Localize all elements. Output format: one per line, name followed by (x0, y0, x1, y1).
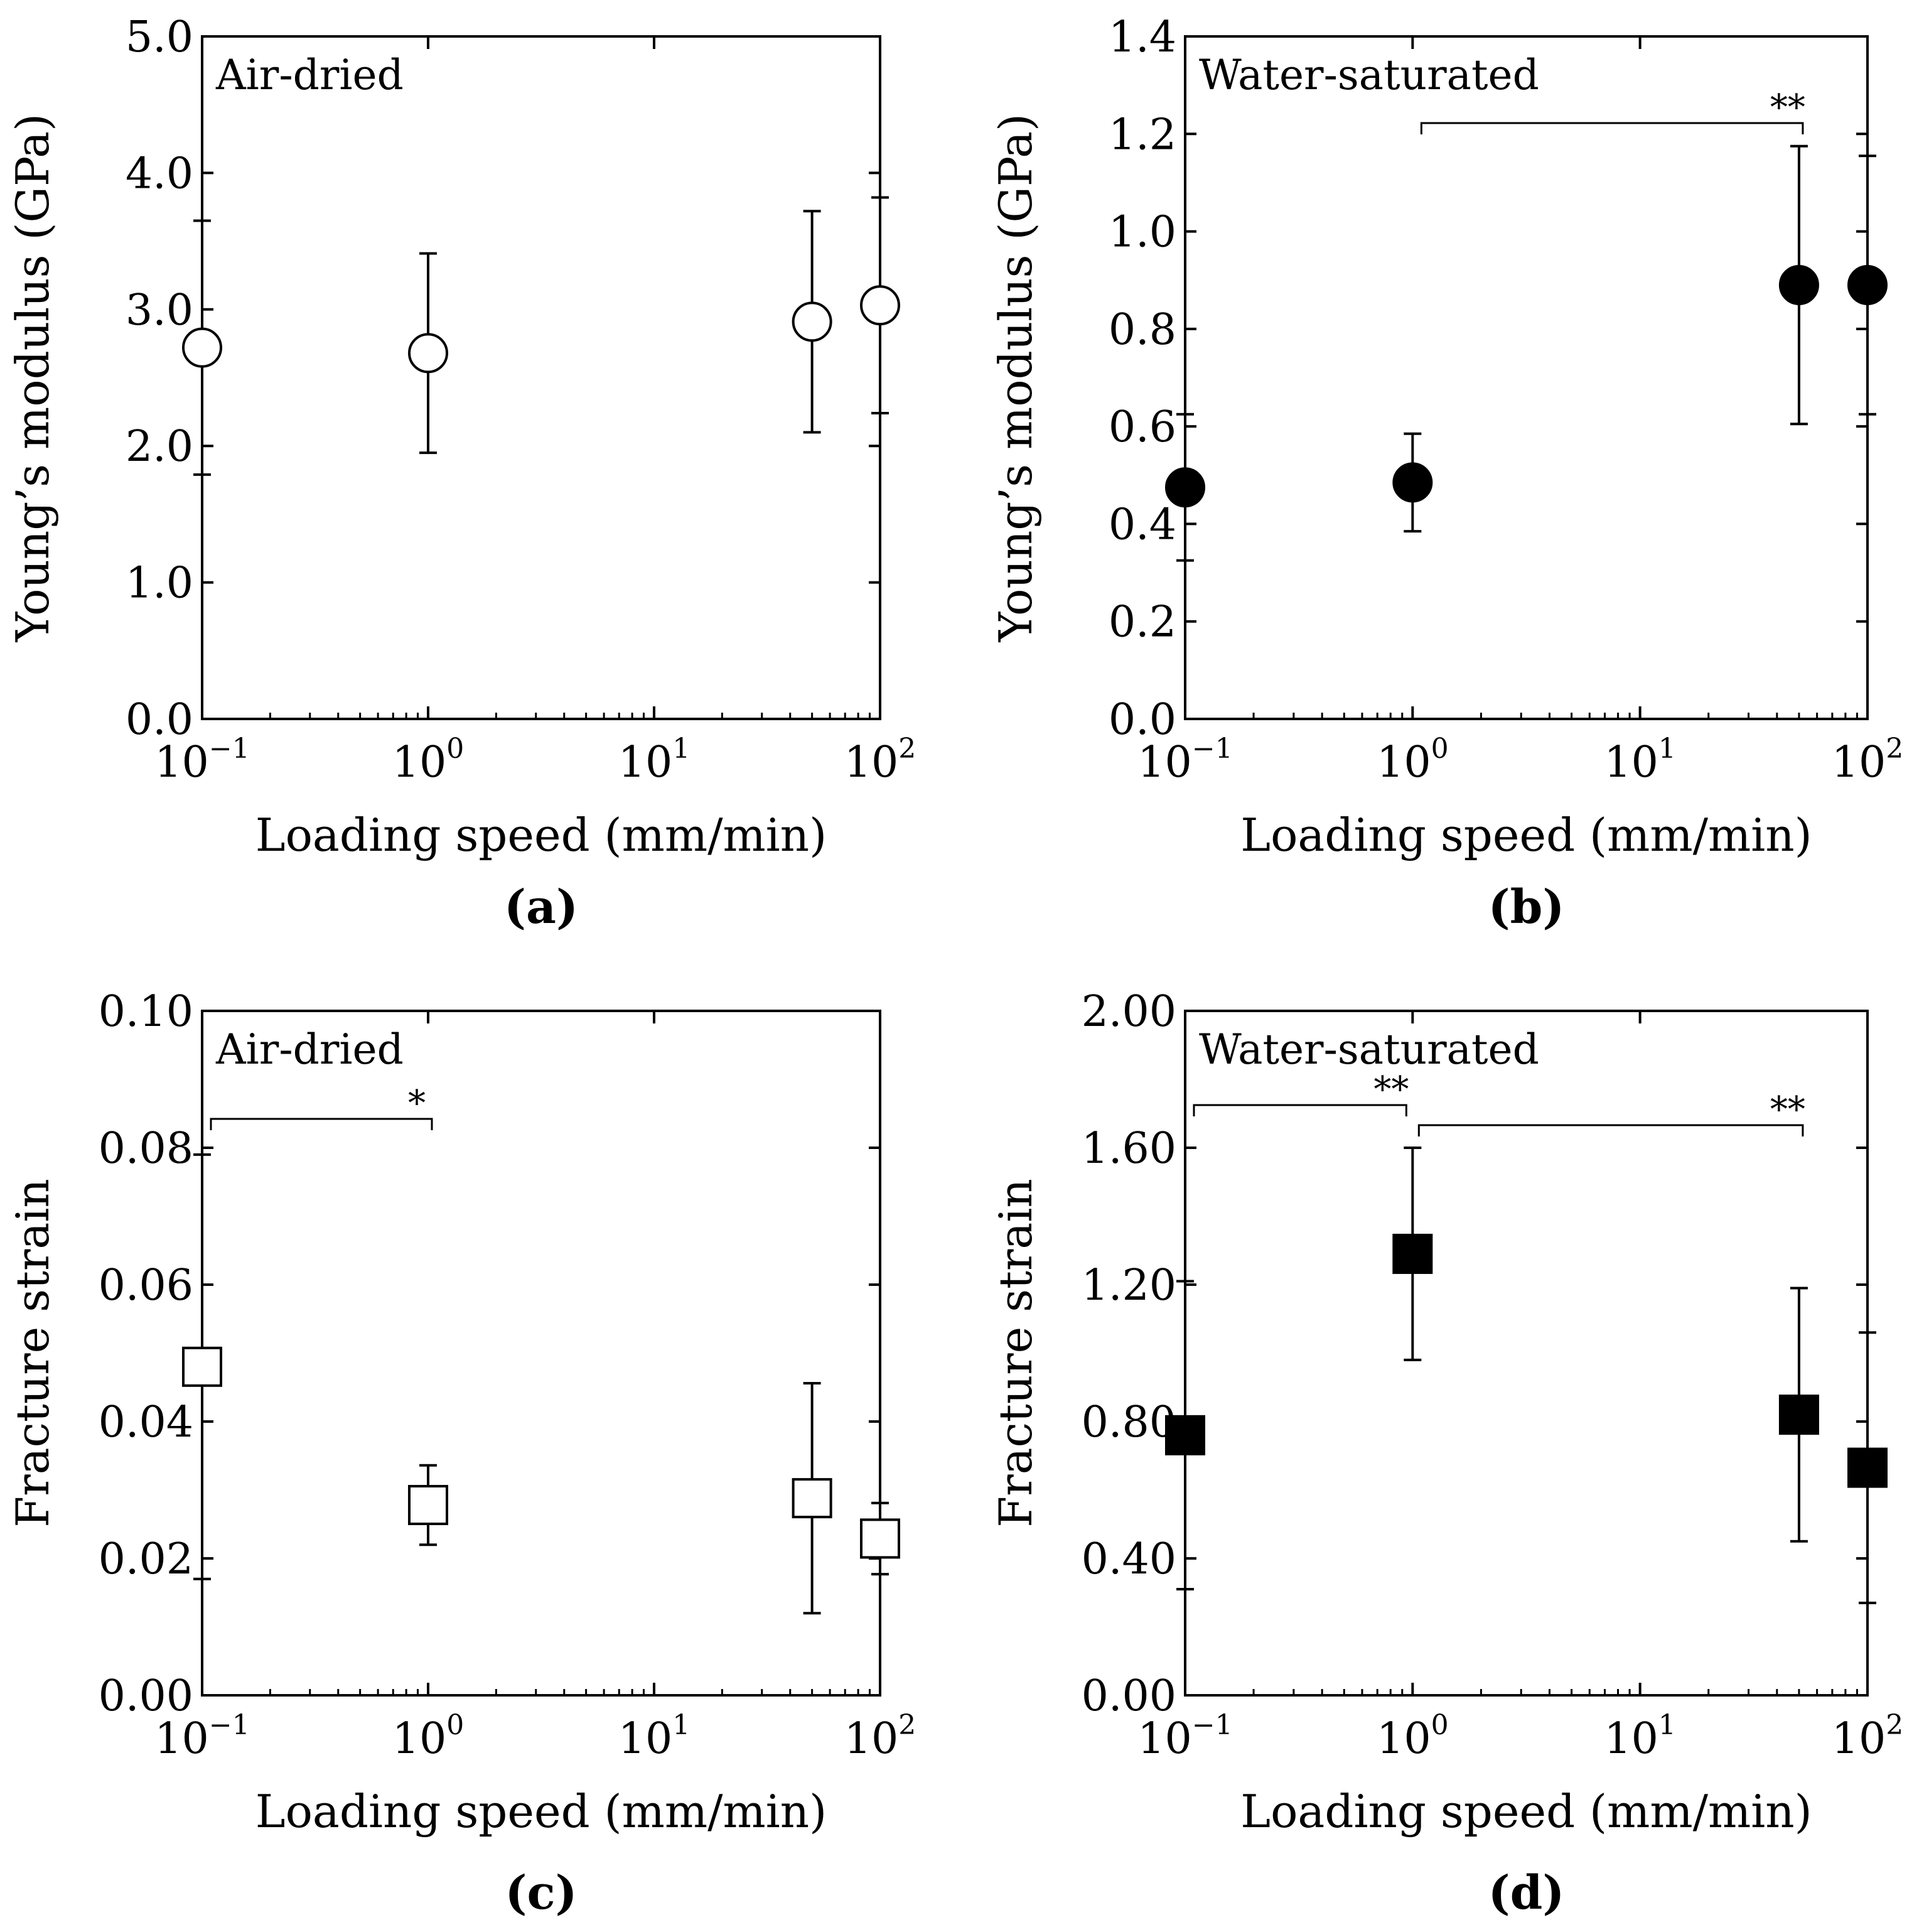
x-tick-label: 101 (618, 1709, 690, 1764)
x-tick-label: 100 (1377, 733, 1449, 787)
y-tick-label: 0.80 (1082, 1398, 1176, 1447)
data-point (1778, 1395, 1819, 1435)
data-point (1165, 1415, 1205, 1455)
plot-frame (201, 1010, 881, 1697)
x-tick-label: 10−1 (154, 1709, 249, 1764)
y-tick-label: 4.0 (126, 149, 193, 198)
panel-letter: (a) (504, 880, 578, 934)
data-series (182, 196, 900, 476)
chart-panel-b: 0.0 0.2 0.4 0.6 0.8 1.0 1.2 1.4 10−1 100 101 102 Loa… (989, 13, 1903, 934)
x-axis-title: Loading speed (mm/min) (255, 1785, 827, 1838)
x-tick-label: 102 (844, 733, 916, 787)
chart-panel-d: 0.00 0.40 0.80 1.20 1.60 2.00 10−1 100 101 102 Loa… (989, 987, 1903, 1920)
y-tick-label: 0.00 (99, 1671, 193, 1721)
significance-label: * (408, 1083, 426, 1124)
data-point (792, 1478, 832, 1519)
panel-letter: (b) (1488, 880, 1565, 934)
x-tick-label: 10−1 (154, 733, 249, 787)
significance-bracket (1420, 122, 1804, 134)
significance-label: ** (1770, 87, 1805, 128)
y-tick-label: 2.0 (126, 422, 193, 472)
y-tick-label: 0.10 (99, 987, 193, 1037)
data-series (1165, 144, 1888, 562)
x-axis-title: Loading speed (mm/min) (255, 809, 827, 861)
y-tick-label: 0.06 (99, 1261, 193, 1310)
y-tick-label: 0.08 (99, 1124, 193, 1174)
x-tick-label: 102 (1832, 1709, 1904, 1764)
significance-bracket (1193, 1104, 1407, 1116)
y-tick-label: 5.0 (126, 13, 193, 62)
data-series (1165, 1147, 1888, 1604)
x-tick-label: 101 (1604, 733, 1676, 787)
significance-label: ** (1373, 1069, 1409, 1110)
y-tick-label: 0.04 (99, 1398, 193, 1447)
x-tick-label: 10−1 (1137, 733, 1232, 787)
data-point (182, 1346, 222, 1387)
data-point (1165, 467, 1205, 508)
data-point (860, 1518, 900, 1559)
y-tick-label: 1.0 (1109, 208, 1176, 257)
y-tick-label: 0.2 (1109, 598, 1176, 647)
data-point (1778, 264, 1819, 305)
y-tick-label: 0.8 (1109, 305, 1176, 355)
data-point (1847, 1447, 1888, 1488)
panel-letter: (c) (505, 1866, 577, 1920)
y-tick-label: 0.6 (1109, 402, 1176, 452)
y-tick-label: 1.4 (1109, 13, 1176, 62)
panel-inset-label: Water-saturated (1199, 1025, 1539, 1074)
plot-frame (1184, 1010, 1869, 1697)
y-tick-label: 1.20 (1082, 1261, 1176, 1310)
significance-bracket (1417, 1124, 1804, 1136)
chart-panel-a: 0.0 1.0 2.0 3.0 4.0 5.0 10−1 100 101 102 Loading s… (6, 13, 916, 934)
y-tick-label: 0.4 (1109, 500, 1176, 549)
x-tick-label: 100 (392, 1709, 465, 1764)
data-point (1392, 462, 1433, 503)
panel-letter: (d) (1488, 1866, 1565, 1920)
y-tick-label: 2.00 (1082, 987, 1176, 1037)
x-axis-title: Loading speed (mm/min) (1240, 809, 1812, 861)
y-tick-label: 0.40 (1082, 1535, 1176, 1584)
y-tick-label: 0.0 (1109, 695, 1176, 745)
x-tick-label: 101 (618, 733, 690, 787)
x-axis-title: Loading speed (mm/min) (1240, 1785, 1812, 1838)
y-tick-label: 0.00 (1082, 1671, 1176, 1721)
x-tick-label: 102 (1832, 733, 1904, 787)
panel-inset-label: Water-saturated (1199, 51, 1539, 99)
chart-panel-c: 0.00 0.02 0.04 0.06 0.08 0.10 10−1 100 101 102 Loa… (6, 987, 916, 1920)
y-tick-label: 1.0 (126, 559, 193, 608)
x-tick-label: 10−1 (1137, 1709, 1232, 1764)
significance-label: ** (1770, 1089, 1805, 1130)
y-tick-label: 1.2 (1109, 110, 1176, 159)
y-axis-title: Young’s modulus (GPa) (6, 114, 59, 642)
data-series (182, 1153, 900, 1615)
data-point (1392, 1233, 1433, 1274)
data-point (182, 327, 222, 368)
panel-inset-label: Air-dried (215, 1025, 404, 1074)
y-axis-title: Young’s modulus (GPa) (989, 114, 1042, 642)
y-axis-title: Fracture strain (989, 1179, 1042, 1527)
y-tick-label: 3.0 (126, 286, 193, 335)
plot-frame (1184, 35, 1869, 720)
x-tick-label: 100 (1377, 1709, 1449, 1764)
y-tick-label: 0.0 (126, 695, 193, 745)
data-point (408, 1484, 448, 1525)
data-point (860, 285, 900, 326)
significance-bracket (210, 1118, 433, 1130)
plot-frame (201, 35, 881, 720)
data-point (792, 301, 832, 342)
x-tick-label: 101 (1604, 1709, 1676, 1764)
data-point (408, 333, 448, 374)
data-point (1847, 264, 1888, 305)
x-tick-label: 100 (392, 733, 465, 787)
panel-inset-label: Air-dried (215, 51, 404, 99)
y-tick-label: 0.02 (99, 1535, 193, 1584)
y-axis-title: Fracture strain (6, 1179, 59, 1527)
y-tick-label: 1.60 (1082, 1124, 1176, 1174)
x-tick-label: 102 (844, 1709, 916, 1764)
